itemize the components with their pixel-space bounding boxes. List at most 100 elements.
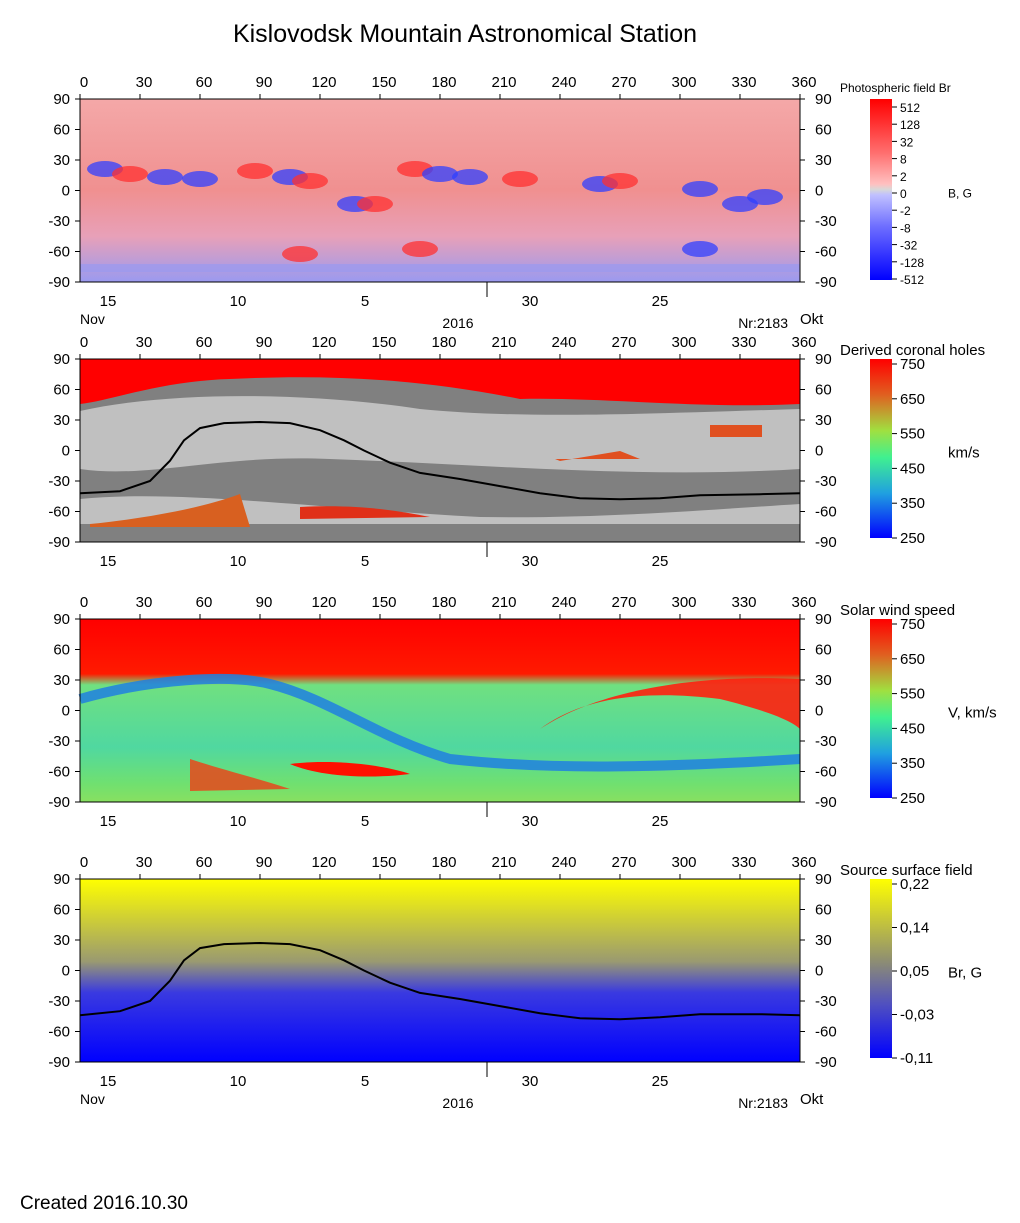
y-tick-label-left: -90: [48, 274, 70, 291]
y-tick-label-right: 0: [815, 963, 823, 980]
page-title: Kislovodsk Mountain Astronomical Station: [232, 20, 698, 48]
date-tick-label: 15: [100, 293, 117, 310]
y-tick-label-left: 0: [62, 443, 70, 460]
x-tick-label: 60: [196, 334, 213, 351]
x-tick-label: 150: [371, 74, 396, 91]
x-tick-label: 180: [431, 594, 456, 611]
fast-wind-south-west: [190, 759, 290, 791]
month-left-label: Nov: [80, 311, 105, 327]
y-tick-label-left: 90: [53, 351, 70, 368]
x-tick-label: 150: [371, 854, 396, 871]
x-tick-label: 360: [791, 594, 816, 611]
x-tick-label: 30: [136, 594, 153, 611]
y-tick-label-left: -30: [48, 733, 70, 750]
x-tick-label: 120: [311, 854, 336, 871]
x-tick-label: 90: [256, 594, 273, 611]
y-tick-label-right: 90: [815, 611, 832, 628]
magnetic-region-4: [182, 171, 218, 187]
y-tick-label-right: 60: [815, 642, 832, 659]
neutral-line: [79, 420, 801, 501]
fast-wind-region-east: [540, 678, 800, 729]
colorbar-tick-label: 750: [900, 616, 925, 633]
north-polar-hole: [80, 359, 800, 406]
x-tick-label: 240: [551, 594, 576, 611]
magnetic-region-13: [502, 171, 538, 187]
coronal-hole-equatorial: [555, 451, 640, 461]
colorbar-tick-label: 0,05: [900, 963, 929, 980]
date-tick-label: 25: [652, 1073, 669, 1090]
month-right-label: Okt: [800, 311, 824, 328]
x-tick-label: 90: [256, 74, 273, 91]
date-tick-label: 5: [361, 1073, 369, 1090]
magnetic-region-5: [237, 163, 273, 179]
colorbar-tick-label: -0,03: [900, 1007, 934, 1024]
x-tick-label: 180: [431, 334, 456, 351]
colorbar-unit-label: V, km/s: [948, 705, 997, 722]
panel-title: Solar wind speed: [840, 602, 955, 619]
x-tick-label: 270: [611, 594, 636, 611]
x-tick-label: 120: [311, 74, 336, 91]
x-tick-label: 120: [311, 334, 336, 351]
x-tick-label: 30: [136, 74, 153, 91]
x-tick-label: 300: [671, 854, 696, 871]
y-tick-label-left: 0: [62, 963, 70, 980]
colorbar-tick-label: 350: [900, 495, 925, 512]
y-tick-label-right: 90: [815, 91, 832, 108]
colorbar-tick-label: 250: [900, 530, 925, 547]
slow-wind-streamer: [78, 674, 801, 772]
date-tick-label: 15: [100, 553, 117, 570]
colorbar-tick-label: 350: [900, 755, 925, 772]
y-tick-label-right: 30: [815, 672, 832, 689]
colorbar-tick-label: 450: [900, 720, 925, 737]
x-tick-label: 180: [431, 74, 456, 91]
x-tick-label: 360: [791, 74, 816, 91]
plot-area: [80, 619, 800, 802]
y-tick-label-left: -60: [48, 244, 70, 261]
x-tick-label: 180: [431, 854, 456, 871]
colorbar-tick-label: 750: [900, 356, 925, 373]
y-tick-label-right: -30: [815, 733, 837, 750]
y-tick-label-left: 30: [53, 152, 70, 169]
colorbar: [870, 99, 892, 280]
magnetic-region-12: [452, 169, 488, 185]
date-tick-label: 5: [361, 293, 369, 310]
magnetic-region-20: [402, 241, 438, 257]
date-tick-label: 10: [230, 813, 247, 830]
y-tick-label-left: 60: [53, 382, 70, 399]
colorbar-tick-label: 650: [900, 391, 925, 408]
date-tick-label: 10: [230, 553, 247, 570]
y-tick-label-right: 0: [815, 183, 823, 200]
y-tick-label-right: 30: [815, 932, 832, 949]
colorbar-tick-label: 0: [900, 187, 907, 201]
x-tick-label: 0: [80, 854, 88, 871]
y-tick-label-left: 30: [53, 672, 70, 689]
neutral-line: [79, 941, 801, 1021]
x-tick-label: 60: [196, 74, 213, 91]
magnetic-region-11: [422, 166, 458, 182]
x-tick-label: 210: [491, 594, 516, 611]
y-tick-label-right: 60: [815, 122, 832, 139]
x-tick-label: 330: [731, 594, 756, 611]
y-tick-label-left: 60: [53, 642, 70, 659]
x-tick-label: 270: [611, 854, 636, 871]
y-tick-label-left: 30: [53, 932, 70, 949]
x-tick-label: 270: [611, 334, 636, 351]
date-tick-label: 30: [522, 1073, 539, 1090]
plot-area: [80, 879, 800, 1062]
colorbar-unit-label: B, G: [948, 187, 972, 201]
x-tick-label: 210: [491, 854, 516, 871]
colorbar: [870, 879, 892, 1058]
south-negative-band: [80, 264, 800, 272]
plot-area: [80, 99, 800, 282]
magnetic-region-7: [292, 173, 328, 189]
date-tick-label: 10: [230, 1073, 247, 1090]
y-tick-label-right: -60: [815, 1024, 837, 1041]
x-tick-label: 60: [196, 854, 213, 871]
y-tick-label-left: 90: [53, 611, 70, 628]
date-tick-label: 30: [522, 293, 539, 310]
date-tick-label: 25: [652, 813, 669, 830]
colorbar-tick-label: -32: [900, 239, 918, 253]
